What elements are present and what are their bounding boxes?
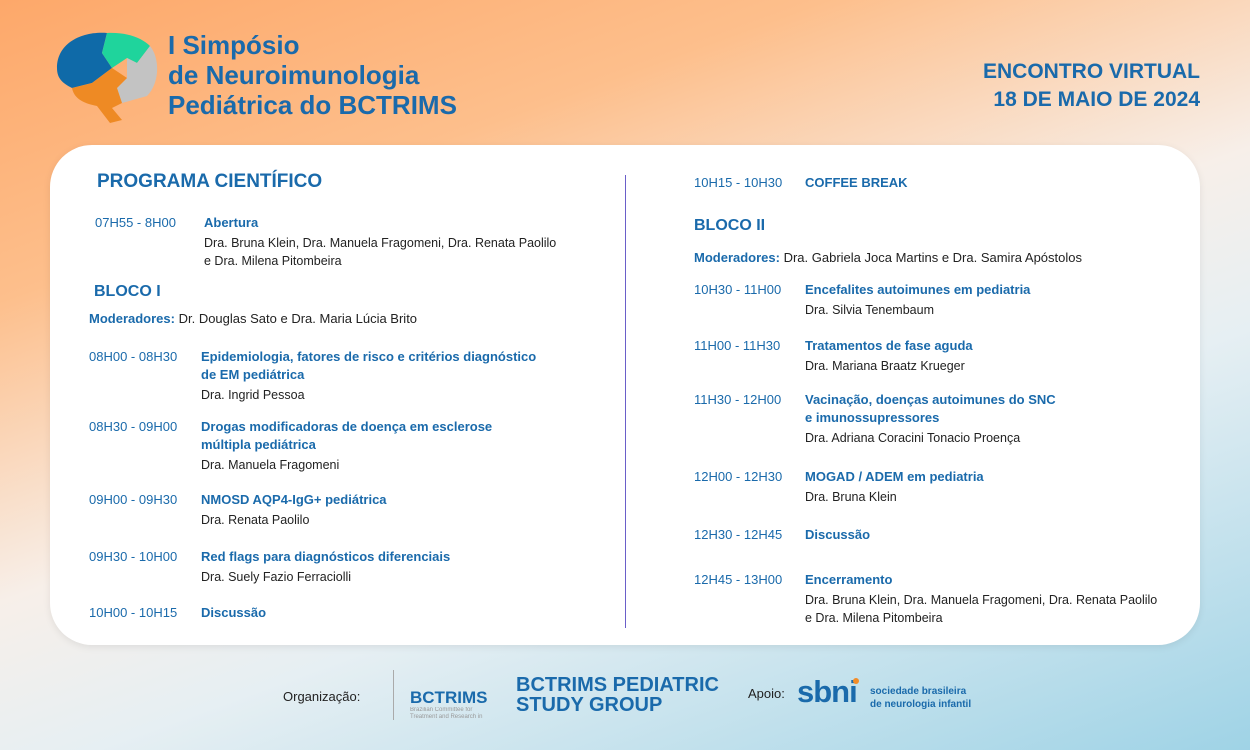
session-title: e imunossupressores bbox=[805, 410, 940, 425]
session-time: 12H30 - 12H45 bbox=[694, 527, 783, 542]
logo-line bbox=[393, 670, 394, 720]
sbni-dot bbox=[852, 678, 859, 684]
sbni-text: sociedade brasileira de neurologia infan… bbox=[870, 685, 971, 711]
session-title: Discussão bbox=[201, 605, 267, 620]
session-time: 08H00 - 08H30 bbox=[89, 349, 178, 364]
session-time: 09H30 - 10H00 bbox=[89, 549, 178, 564]
session-speakers: Dra. Bruna Klein bbox=[805, 490, 897, 504]
session-time: 10H30 - 11H00 bbox=[694, 282, 782, 297]
session-item: Vacinação, doenças autoimunes do SNC e im… bbox=[805, 391, 1056, 447]
bctrims-logo-text: BCTRIMS bbox=[410, 688, 488, 707]
session-speakers: e Dra. Milena Pitombeira bbox=[204, 254, 342, 268]
session-item: Epidemiologia, fatores de risco e critér… bbox=[201, 348, 536, 404]
session-speakers: Dra. Bruna Klein, Dra. Manuela Fragomeni… bbox=[805, 593, 1158, 607]
event-title: I Simpósio de Neuroimunologia Pediátrica… bbox=[168, 30, 457, 120]
event-format: ENCONTRO VIRTUAL bbox=[983, 60, 1200, 83]
session-item: MOGAD / ADEM em pediatria Dra. Bruna Klei… bbox=[805, 468, 984, 506]
session-title: MOGAD / ADEM em pediatria bbox=[805, 469, 984, 484]
session-speakers: Dra. Adriana Coracini Tonacio Proença bbox=[805, 431, 1021, 445]
moderators-label: Moderadores: bbox=[89, 311, 175, 326]
session-title: Tratamentos de fase aguda bbox=[805, 338, 973, 353]
session-item: Discussão bbox=[805, 526, 870, 544]
study-group-line: BCTRIMS PEDIATRIC bbox=[516, 674, 719, 696]
session-item: Encefalites autoimunes em pediatria Dra. … bbox=[805, 281, 1030, 319]
session-time: 09H00 - 09H30 bbox=[89, 492, 178, 507]
title-line: Pediátrica do BCTRIMS bbox=[168, 90, 457, 120]
event-info: ENCONTRO VIRTUAL 18 DE MAIO DE 2024 bbox=[983, 58, 1200, 114]
column-divider bbox=[625, 175, 626, 628]
session-time: 08H30 - 09H00 bbox=[89, 419, 178, 434]
session-time: 11H00 - 11H30 bbox=[694, 338, 781, 353]
organization-label: Organização: bbox=[283, 689, 361, 704]
program-heading: PROGRAMA CIENTÍFICO bbox=[97, 171, 323, 192]
support-label: Apoio: bbox=[748, 686, 785, 701]
session-speakers: Dra. Manuela Fragomeni bbox=[201, 458, 340, 472]
session-title: NMOSD AQP4-IgG+ pediátrica bbox=[201, 492, 387, 507]
sbni-text-line: de neurologia infantil bbox=[870, 699, 972, 710]
session-speakers: Dra. Renata Paolilo bbox=[201, 513, 310, 527]
session-item: Abertura Dra. Bruna Klein, Dra. Manuela F… bbox=[204, 214, 556, 270]
session-title: Epidemiologia, fatores de risco e critér… bbox=[201, 349, 537, 364]
session-item: Discussão bbox=[201, 604, 266, 622]
session-item: Encerramento Dra. Bruna Klein, Dra. Manue… bbox=[805, 571, 1157, 627]
session-item: COFFEE BREAK bbox=[805, 174, 908, 192]
session-title: Abertura bbox=[204, 215, 259, 230]
moderators-names: Dra. Gabriela Joca Martins e Dra. Samira… bbox=[783, 250, 1082, 265]
bloco-1-moderators: Moderadores: Dr. Douglas Sato e Dra. Mar… bbox=[89, 311, 417, 326]
title-line: de Neuroimunologia bbox=[168, 60, 420, 90]
bctrims-logo: BCTRIMS Brazilian Committee for Treatmen… bbox=[385, 670, 490, 722]
session-speakers: Dra. Ingrid Pessoa bbox=[201, 388, 305, 402]
session-speakers: Dra. Bruna Klein, Dra. Manuela Fragomeni… bbox=[204, 236, 557, 250]
session-title: Encefalites autoimunes em pediatria bbox=[805, 282, 1031, 297]
session-item: Tratamentos de fase aguda Dra. Mariana Br… bbox=[805, 337, 973, 375]
moderators-names: Dr. Douglas Sato e Dra. Maria Lúcia Brit… bbox=[178, 311, 418, 326]
title-line: I Simpósio bbox=[168, 30, 300, 60]
session-title: COFFEE BREAK bbox=[805, 175, 908, 190]
bloco-2-moderators: Moderadores: Dra. Gabriela Joca Martins … bbox=[694, 250, 1082, 265]
sbni-text-line: sociedade brasileira bbox=[870, 686, 967, 697]
bctrims-subtitle: Brazilian Committee for Treatment and Re… bbox=[410, 707, 483, 720]
study-group-line: STUDY GROUP bbox=[516, 694, 663, 716]
sbni-logo-text: sbni bbox=[797, 674, 858, 709]
session-speakers: Dra. Mariana Braatz Krueger bbox=[805, 359, 965, 373]
session-speakers: e Dra. Milena Pitombeira bbox=[805, 611, 943, 625]
session-title: Encerramento bbox=[805, 572, 893, 587]
session-title: Discussão bbox=[805, 527, 871, 542]
session-item: NMOSD AQP4-IgG+ pediátrica Dra. Renata Pa… bbox=[201, 491, 387, 529]
session-item: Drogas modificadoras de doença em escler… bbox=[201, 418, 492, 474]
bloco-2-label: BLOCO II bbox=[694, 217, 766, 234]
session-title: Red flags para diagnósticos diferenciais bbox=[201, 549, 451, 564]
session-time: 12H45 - 13H00 bbox=[694, 572, 783, 587]
session-title: Vacinação, doenças autoimunes do SNC bbox=[805, 392, 1056, 407]
session-time: 11H30 - 12H00 bbox=[694, 392, 782, 407]
bloco-1-label: BLOCO I bbox=[94, 283, 161, 300]
session-time: 12H00 - 12H30 bbox=[694, 469, 783, 484]
moderators-label: Moderadores: bbox=[694, 250, 780, 265]
event-date: 18 DE MAIO DE 2024 bbox=[993, 88, 1200, 111]
session-item: Red flags para diagnósticos diferenciais… bbox=[201, 548, 450, 586]
session-time: 10H15 - 10H30 bbox=[694, 175, 783, 190]
session-title: Drogas modificadoras de doença em escler… bbox=[201, 419, 493, 434]
session-title: múltipla pediátrica bbox=[201, 437, 316, 452]
session-time: 07H55 - 8H00 bbox=[95, 215, 176, 230]
study-group-logo: BCTRIMS PEDIATRIC STUDY GROUP bbox=[516, 675, 719, 715]
session-speakers: Dra. Suely Fazio Ferraciolli bbox=[201, 570, 352, 584]
session-title: de EM pediátrica bbox=[201, 367, 305, 382]
session-time: 10H00 - 10H15 bbox=[89, 605, 178, 620]
sbni-logo: sbni bbox=[797, 674, 859, 710]
session-speakers: Dra. Silvia Tenembaum bbox=[805, 303, 934, 317]
brain-puzzle-logo bbox=[52, 28, 162, 123]
